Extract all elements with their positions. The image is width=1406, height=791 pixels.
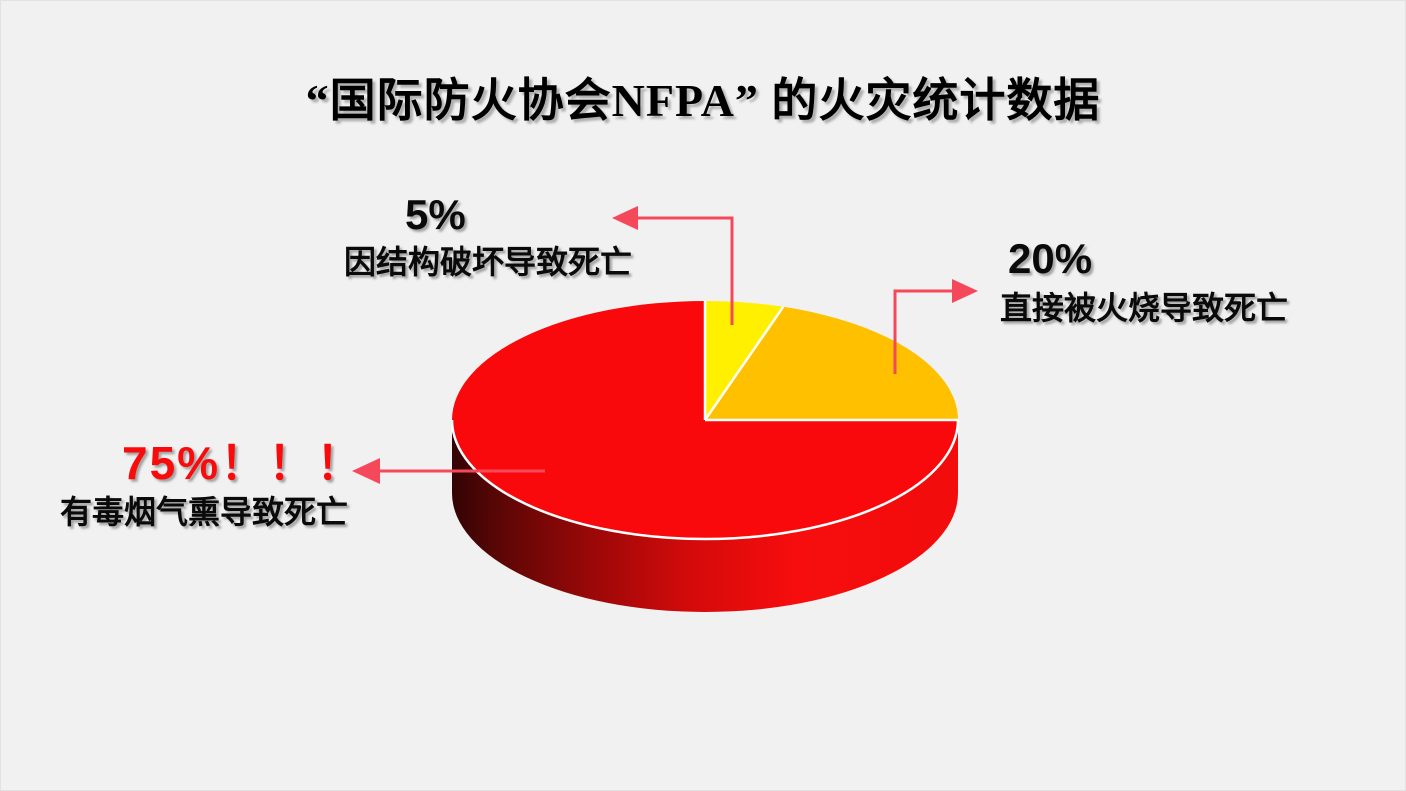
arrow-5pct-callout xyxy=(636,216,734,325)
label-20pct-value: 20% xyxy=(1008,235,1093,282)
pie-front-rim-line xyxy=(450,419,960,541)
arrow-20pct-callout-head-icon xyxy=(952,279,978,303)
slice-border-line xyxy=(703,306,785,421)
label-75pct-value: 75%！！！ xyxy=(122,437,365,489)
label-75pct-description: 有毒烟气熏导致死亡 xyxy=(60,494,349,530)
arrow-5pct-callout-head-icon xyxy=(612,206,638,230)
arrow-20pct-callout xyxy=(893,289,953,374)
pie-side-wall xyxy=(452,420,958,612)
label-5pct-value: 5% xyxy=(405,191,466,238)
label-5pct-description: 因结构破坏导致死亡 xyxy=(344,244,633,280)
chart-title: “国际防火协会NFPA” 的火灾统计数据 xyxy=(305,75,1101,126)
arrow-75pct-callout-head-icon xyxy=(352,458,380,484)
label-20pct-description: 直接被火烧导致死亡 xyxy=(1000,290,1289,326)
pie-slice-20pct xyxy=(705,306,959,420)
